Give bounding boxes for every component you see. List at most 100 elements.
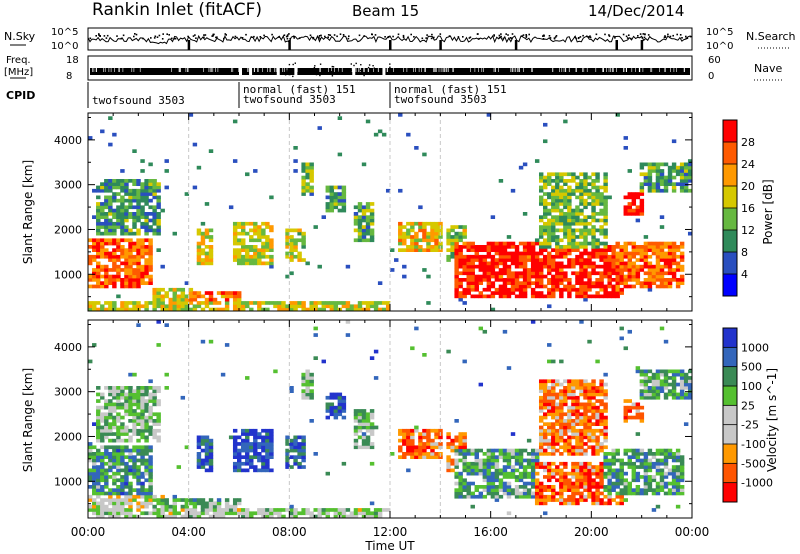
data-cell [236,501,242,506]
data-cell [611,448,616,453]
data-cell [261,461,266,466]
data-cell [498,455,504,459]
data-cell [587,392,592,397]
data-cell [160,294,165,299]
data-cell [486,245,492,249]
data-cell [454,475,459,479]
data-cell [120,386,125,390]
data-cell [124,215,129,219]
data-cell [410,346,415,351]
data-cell [551,498,556,502]
data-cell [587,481,592,486]
data-cell [333,195,339,200]
data-cell [245,511,250,516]
freq-tick-top: 18 [66,55,79,66]
data-cell [108,475,113,479]
data-cell [112,261,117,266]
data-cell [599,501,604,506]
data-cell [434,231,439,236]
data-cell [671,251,677,256]
data-cell [551,412,556,417]
data-cell [164,508,169,512]
data-cell [619,291,624,295]
data-cell [659,162,665,167]
data-cell [462,465,467,469]
data-cell [120,458,125,463]
data-cell [683,379,689,384]
data-cell [160,297,165,302]
data-cell [627,169,632,173]
data-cell [148,198,153,203]
data-cell [567,238,572,243]
data-cell [671,169,677,173]
data-cell [494,261,500,266]
nsky-point [604,33,606,36]
data-cell [236,442,242,446]
data-cell [329,301,335,305]
data-cell [120,488,125,492]
nsky-point [363,35,365,37]
data-cell [297,452,302,456]
data-cell [357,221,363,226]
data-cell [208,514,214,519]
data-cell [148,461,153,466]
data-cell [108,307,113,312]
data-cell [563,202,568,206]
data-cell [426,428,431,433]
data-cell [599,254,604,259]
data-cell [369,511,375,516]
data-cell [136,422,141,426]
data-cell [667,271,673,276]
data-cell [341,301,347,305]
data-cell [104,251,109,256]
data-cell [510,281,516,285]
data-cell [611,455,616,459]
data-cell [643,491,649,496]
data-cell [547,475,552,479]
data-cell [615,478,620,483]
data-cell [587,478,592,483]
data-cell [559,405,564,410]
data-cell [333,192,339,196]
data-cell [112,415,117,420]
data-cell [236,291,242,295]
data-cell [361,438,367,443]
data-cell [293,304,298,309]
data-cell [551,254,556,259]
data-cell [615,254,620,259]
data-cell [140,448,145,453]
data-cell [490,245,496,249]
data-cell [603,264,608,269]
data-cell [659,461,665,466]
data-cell [188,297,194,302]
data-cell [482,471,488,476]
data-cell [571,422,576,426]
data-cell [426,438,431,443]
data-cell [647,369,653,374]
data-cell [120,261,125,266]
data-cell [667,169,673,173]
data-cell [591,481,596,486]
data-cell [667,241,673,246]
data-cell [301,448,306,453]
data-cell [462,359,467,364]
data-cell [555,471,560,476]
data-cell [635,274,641,279]
data-cell [575,245,580,249]
data-cell [116,455,121,459]
nsky-point [318,36,320,39]
data-cell [611,294,616,299]
data-cell [671,372,677,377]
nsky-point [431,33,433,36]
data-cell [567,198,572,203]
data-cell [526,241,532,246]
data-cell [398,238,403,243]
data-cell [547,478,552,483]
data-cell [571,432,576,436]
data-cell [530,452,536,456]
data-cell [543,254,548,259]
data-cell [112,264,117,269]
data-cell [595,412,600,417]
